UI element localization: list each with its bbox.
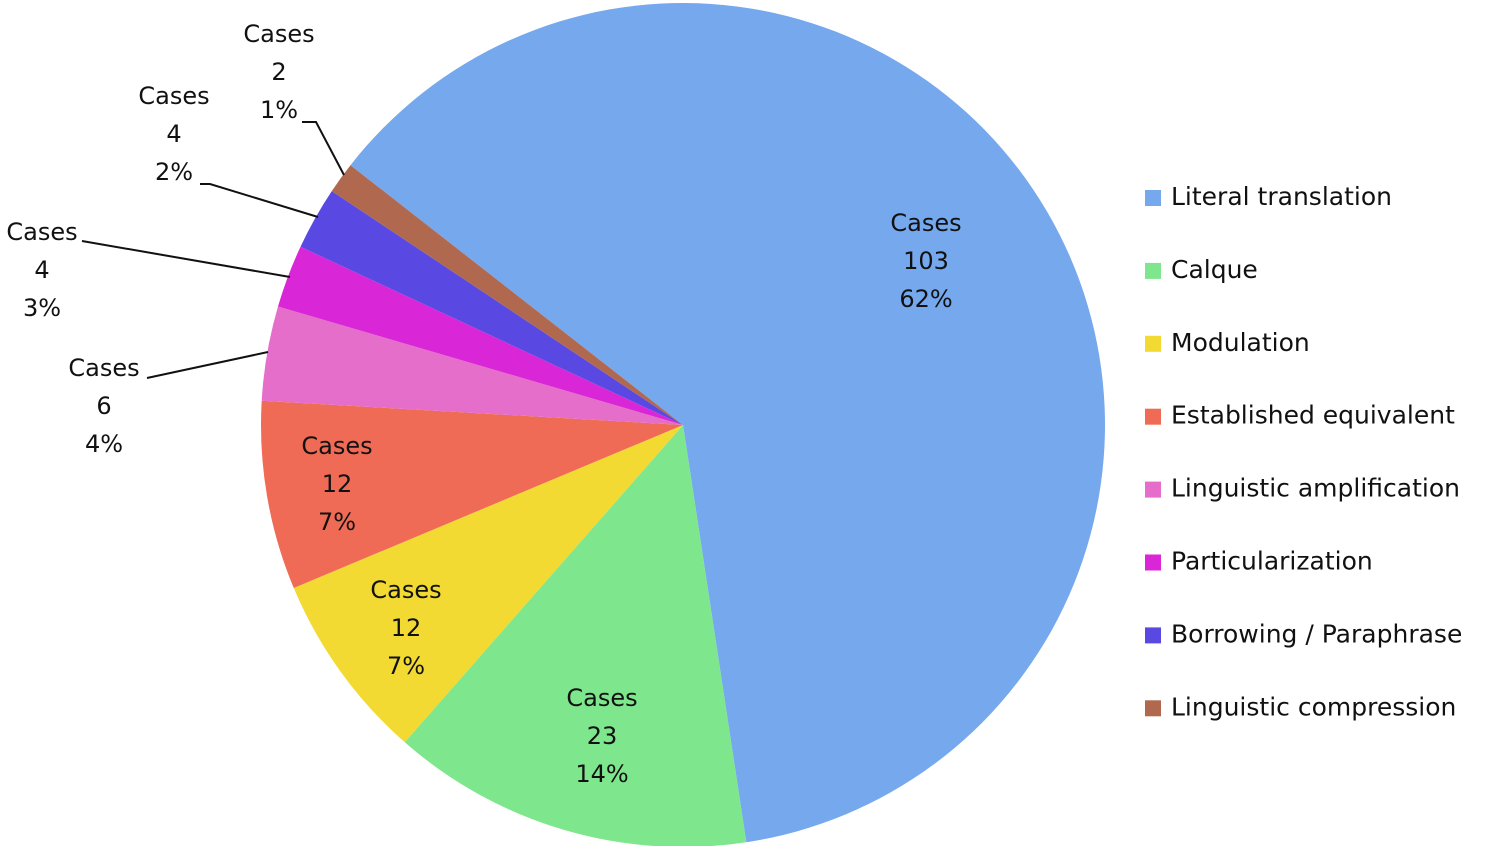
data-label-value: 12	[322, 470, 353, 498]
legend-label: Linguistic amplification	[1171, 474, 1460, 503]
legend-label: Literal translation	[1171, 182, 1392, 211]
legend-swatch	[1145, 335, 1161, 352]
data-label-name: Cases	[138, 82, 209, 110]
legend-label: Linguistic compression	[1171, 692, 1456, 721]
pie-slice	[300, 191, 683, 425]
pie-slice	[350, 3, 1105, 843]
leader-line	[302, 121, 345, 176]
data-label-value: 4	[34, 256, 49, 284]
leader-line	[81, 240, 291, 278]
pie-slice	[404, 425, 747, 846]
data-label-value: 23	[587, 722, 618, 750]
legend-swatch	[1145, 554, 1161, 571]
legend-swatch	[1145, 627, 1161, 644]
legend-label: Modulation	[1171, 328, 1310, 357]
legend-swatch	[1145, 700, 1161, 717]
data-label-percent: 7%	[318, 508, 356, 536]
data-label-name: Cases	[301, 432, 372, 460]
data-label-name: Cases	[68, 354, 139, 382]
data-label-percent: 3%	[23, 294, 61, 322]
legend-swatch	[1145, 408, 1161, 425]
pie-slice	[331, 165, 683, 425]
data-label-percent: 62%	[899, 285, 952, 313]
pie-slice	[261, 400, 683, 589]
legend-label: Particularization	[1171, 547, 1373, 576]
legend-label: Established equivalent	[1171, 401, 1455, 430]
data-label-name: Cases	[566, 684, 637, 712]
leader-line	[200, 183, 319, 218]
data-label-value: 12	[391, 614, 422, 642]
legend-swatch	[1145, 262, 1161, 279]
data-label-percent: 1%	[260, 96, 298, 124]
legend-swatch	[1145, 481, 1161, 498]
data-label-percent: 14%	[575, 760, 628, 788]
legend-label: Borrowing / Paraphrase	[1171, 619, 1462, 648]
data-label-name: Cases	[370, 576, 441, 604]
pie-slice	[293, 425, 683, 743]
pie-slice	[261, 306, 683, 425]
data-label-name: Cases	[243, 20, 314, 48]
data-label-percent: 7%	[387, 652, 425, 680]
pie-slice	[277, 246, 683, 425]
data-label-name: Cases	[6, 218, 77, 246]
data-label-percent: 2%	[155, 158, 193, 186]
data-label-value: 103	[903, 247, 949, 275]
legend-label: Calque	[1171, 255, 1258, 284]
data-label-value: 4	[166, 120, 181, 148]
data-label-value: 6	[96, 392, 111, 420]
data-label-value: 2	[271, 58, 286, 86]
legend-swatch	[1145, 190, 1161, 206]
data-label-percent: 4%	[85, 430, 123, 458]
leader-line	[146, 351, 269, 379]
data-label-name: Cases	[890, 209, 961, 237]
